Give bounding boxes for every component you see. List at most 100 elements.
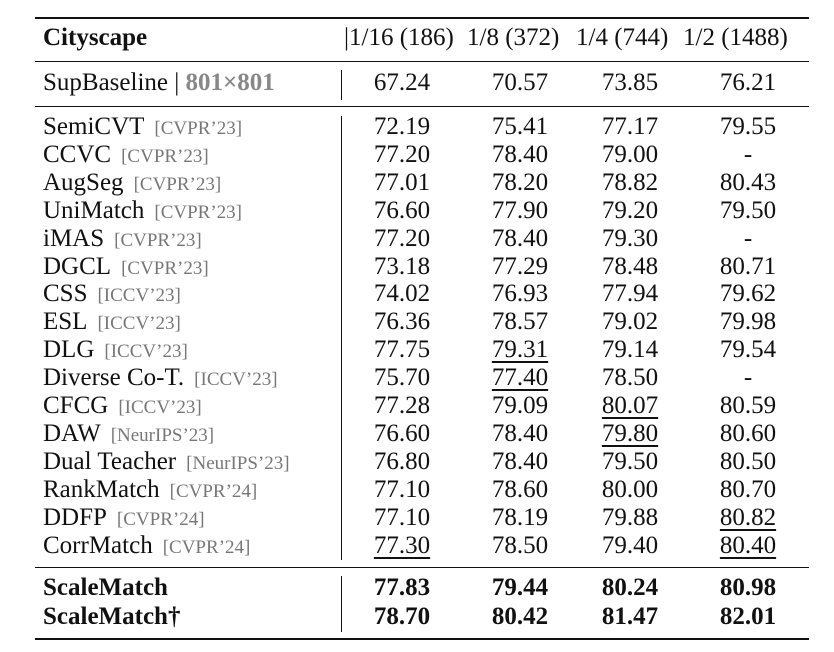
table-cell: 73.18 [373, 252, 431, 280]
baseline-label: SupBaseline [43, 69, 168, 96]
header-row: Cityscape |1/16 (186) 1/8 (372) 1/4 (744… [0, 24, 834, 52]
method-venue: [CVPR’24] [169, 480, 258, 502]
method-label: ESL [43, 308, 88, 336]
table-cell: - [743, 364, 753, 392]
baseline-value-1-4: 73.85 [601, 69, 659, 96]
table-cell: 79.14 [601, 336, 659, 364]
table-row: iMAS [CVPR’23] 77.20 78.40 79.30 - [0, 225, 834, 253]
vertical-separator-ours [341, 576, 343, 632]
method-label: Dual Teacher [43, 447, 177, 475]
method-venue: [ICCV’23] [104, 341, 188, 363]
table-cell: 76.60 [373, 419, 431, 447]
table-cell: 82.01 [719, 603, 777, 630]
method-name: Dual Teacher [NeurIPS’23] [43, 448, 290, 478]
table-cell: 77.01 [373, 168, 431, 196]
table-row: DLG [ICCV’23] 77.75 79.31 79.14 79.54 [0, 336, 834, 364]
baseline-separator: | [174, 69, 180, 96]
table-cell: 79.31 [491, 336, 549, 364]
table-cell: 80.24 [601, 574, 659, 601]
method-venue: [CVPR’23] [121, 145, 209, 167]
method-name: CSS [ICCV’23] [43, 280, 181, 310]
table-cell: 80.82 [719, 503, 777, 531]
method-name: DLG [ICCV’23] [43, 336, 188, 366]
method-venue: [ICCV’23] [97, 285, 181, 307]
table-cell: 80.42 [491, 603, 549, 630]
table-cell: 78.57 [491, 308, 549, 336]
table-row: CFCG [ICCV’23] 77.28 79.09 80.07 80.59 [0, 392, 834, 420]
method-name: AugSeg [CVPR’23] [43, 169, 221, 199]
method-name: UniMatch [CVPR’23] [43, 197, 242, 227]
table-row: AugSeg [CVPR’23] 77.01 78.20 78.82 80.43 [0, 169, 834, 197]
table-row: UniMatch [CVPR’23] 76.60 77.90 79.20 79.50 [0, 197, 834, 225]
table-cell: 80.40 [719, 531, 777, 559]
method-label: CFCG [43, 392, 109, 419]
method-name: ScaleMatch [43, 574, 168, 601]
table-cell: 78.60 [491, 475, 549, 503]
results-rule [35, 567, 809, 569]
method-label: DLG [43, 336, 95, 364]
method-venue: [CVPR’23] [154, 201, 242, 223]
method-label: RankMatch [43, 475, 160, 503]
method-label: Diverse Co-T. [43, 364, 185, 392]
table-cell: 77.20 [373, 140, 431, 168]
table-cell: 78.50 [491, 531, 549, 559]
table-cell: 78.82 [601, 168, 659, 196]
column-header-1-16: |1/16 (186) [344, 24, 454, 51]
table-row: CorrMatch [CVPR’24] 77.30 78.50 79.40 80.40 [0, 532, 834, 560]
vertical-separator-baseline [341, 70, 343, 100]
table-cell: 79.55 [719, 113, 777, 140]
top-rule [35, 17, 809, 19]
method-label: CorrMatch [43, 531, 153, 559]
table-cell: 80.00 [601, 475, 659, 503]
table-row: DDFP [CVPR’24] 77.10 78.19 79.88 80.82 [0, 504, 834, 532]
method-label: CSS [43, 280, 88, 308]
table-cell: 80.50 [719, 447, 777, 475]
method-label: AugSeg [43, 168, 124, 196]
table-cell: 77.94 [601, 280, 659, 308]
method-label: SemiCVT [43, 113, 145, 140]
table-cell: 75.70 [373, 364, 431, 392]
method-venue: [CVPR’24] [162, 536, 251, 558]
table-cell: 78.50 [601, 364, 659, 392]
table-cell: 79.88 [601, 503, 659, 531]
table-row: CSS [ICCV’23] 74.02 76.93 77.94 79.62 [0, 280, 834, 308]
table-cell: 79.62 [719, 280, 777, 308]
header-rule [35, 61, 809, 63]
table-row: Diverse Co-T. [ICCV’23] 75.70 77.40 78.50 - [0, 364, 834, 392]
method-name: CFCG [ICCV’23] [43, 392, 202, 422]
table-cell: 76.93 [491, 280, 549, 308]
column-header-1-4: 1/4 (744) [576, 24, 669, 51]
vertical-separator-methods [341, 116, 343, 560]
table-cell: 77.29 [491, 252, 549, 280]
method-name: ScaleMatch† [43, 603, 181, 630]
table-row: CCVC [CVPR’23] 77.20 78.40 79.00 - [0, 141, 834, 169]
baseline-resolution: 801×801 [185, 69, 275, 96]
table-cell: 78.70 [373, 603, 431, 630]
table-cell: 81.47 [601, 603, 659, 630]
table-cell: 75.41 [491, 113, 549, 140]
baseline-value-1-2: 76.21 [719, 69, 777, 96]
table-row: SemiCVT [CVPR’23] 72.19 75.41 77.17 79.55 [0, 113, 834, 141]
table-cell: 78.40 [491, 140, 549, 168]
table-cell: 79.30 [601, 224, 659, 252]
table-row-ours: ScaleMatch† 78.70 80.42 81.47 82.01 [0, 603, 834, 631]
table-cell: 79.54 [719, 336, 777, 364]
table-cell: 72.19 [373, 113, 431, 140]
table-cell: - [743, 224, 753, 252]
method-label: CCVC [43, 140, 112, 168]
table-cell: 77.17 [601, 113, 659, 140]
baseline-rule [35, 106, 809, 108]
table-cell: 78.19 [491, 503, 549, 531]
table-cell: 77.30 [373, 531, 431, 559]
method-venue: [CVPR’23] [133, 173, 222, 195]
table-cell: 78.40 [491, 447, 549, 475]
method-name: SemiCVT [CVPR’23] [43, 113, 242, 143]
table-row: RankMatch [CVPR’24] 77.10 78.60 80.00 80.70 [0, 476, 834, 504]
table-cell: 77.75 [373, 336, 431, 364]
method-label: DDFP [43, 503, 107, 531]
method-name: Diverse Co-T. [ICCV’23] [43, 364, 278, 394]
table-cell: 79.40 [601, 531, 659, 559]
table-row: DGCL [CVPR’23] 73.18 77.29 78.48 80.71 [0, 253, 834, 281]
method-venue: [ICCV’23] [194, 369, 278, 391]
table-cell: 77.10 [373, 475, 431, 503]
